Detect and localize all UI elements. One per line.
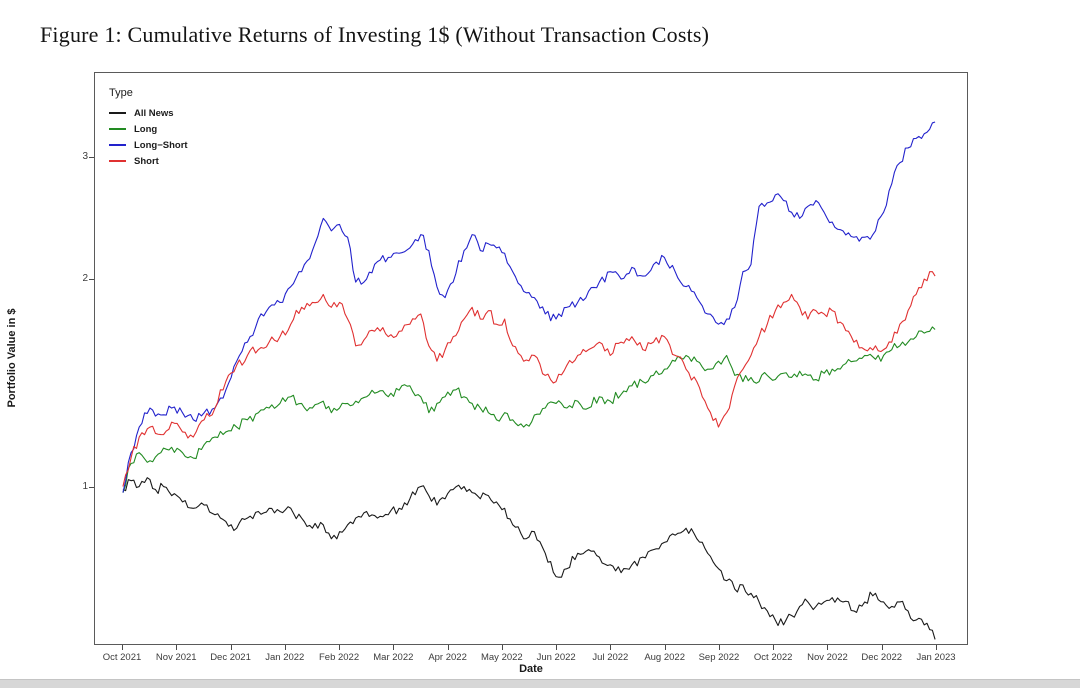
y-tick-label: 3: [82, 151, 88, 163]
y-tick-mark: [89, 278, 94, 280]
legend-line-swatch: [109, 144, 126, 146]
viewer-bottom-strip: [0, 679, 1080, 688]
x-tick-label: Oct 2021: [102, 652, 142, 663]
x-tick-mark: [230, 645, 232, 650]
series-line-short: [122, 271, 936, 487]
x-tick-label: Oct 2022: [753, 652, 793, 663]
y-axis-title: Portfolio Value in $: [6, 308, 18, 408]
legend-line-swatch: [109, 128, 126, 130]
x-tick-mark: [773, 645, 775, 650]
x-tick-label: Feb 2022: [318, 652, 360, 663]
y-tick-mark: [89, 157, 94, 159]
legend-item-short: Short: [109, 153, 188, 169]
x-tick-label: Mar 2022: [373, 652, 414, 663]
legend-items: All News Long Long−Short Short: [109, 105, 188, 169]
x-tick-mark: [122, 645, 123, 650]
x-axis-title: Date: [519, 663, 543, 675]
x-tick-mark: [339, 645, 341, 650]
legend-label: Short: [134, 155, 159, 167]
y-tick-label: 1: [82, 481, 88, 492]
x-tick-mark: [881, 645, 883, 650]
x-tick-mark: [284, 645, 286, 650]
x-tick-label: May 2022: [480, 652, 523, 663]
x-tick-label: Dec 2021: [210, 652, 251, 663]
x-tick-label: Dec 2022: [861, 652, 903, 663]
y-tick-mark: [89, 487, 94, 488]
x-tick-mark: [610, 645, 612, 650]
chart-panel: Type All News Long Long−Short Short: [94, 72, 968, 645]
legend-item-long-short: Long−Short: [109, 137, 188, 153]
chart-lines-canvas: [122, 121, 936, 640]
legend-item-long: Long: [109, 121, 188, 137]
legend-label: All News: [134, 107, 174, 119]
x-tick-label: Jun 2022: [536, 652, 576, 663]
x-tick-label: Jul 2022: [592, 652, 629, 663]
legend-item-all-news: All News: [109, 105, 188, 121]
x-tick-label: Aug 2022: [644, 652, 685, 663]
x-tick-mark: [936, 645, 937, 650]
series-line-long-short: [122, 121, 936, 493]
x-tick-mark: [176, 645, 178, 650]
x-tick-mark: [501, 645, 503, 650]
x-tick-label: Sep 2022: [698, 652, 740, 663]
x-tick-mark: [556, 645, 558, 650]
x-tick-label: Nov 2022: [807, 652, 848, 663]
x-tick-label: Jan 2022: [265, 652, 305, 663]
series-line-all-news: [122, 477, 936, 640]
legend-label: Long: [134, 123, 158, 135]
x-tick-mark: [393, 645, 395, 650]
legend-label: Long−Short: [134, 139, 188, 151]
figure-caption: Figure 1: Cumulative Returns of Investin…: [40, 22, 710, 47]
x-tick-label: Apr 2022: [428, 652, 467, 663]
legend-title: Type: [109, 87, 133, 99]
x-tick-label: Jan 2023: [916, 652, 956, 663]
chart-legend: Type All News Long Long−Short Short: [109, 87, 188, 169]
x-tick-mark: [827, 645, 829, 650]
legend-line-swatch: [109, 160, 126, 162]
series-line-long: [122, 326, 936, 493]
x-tick-mark: [447, 645, 449, 650]
x-tick-label: Nov 2021: [155, 652, 197, 663]
x-tick-mark: [718, 645, 720, 650]
legend-line-swatch: [109, 112, 126, 114]
y-tick-label: 2: [82, 272, 88, 284]
x-tick-mark: [664, 645, 666, 650]
